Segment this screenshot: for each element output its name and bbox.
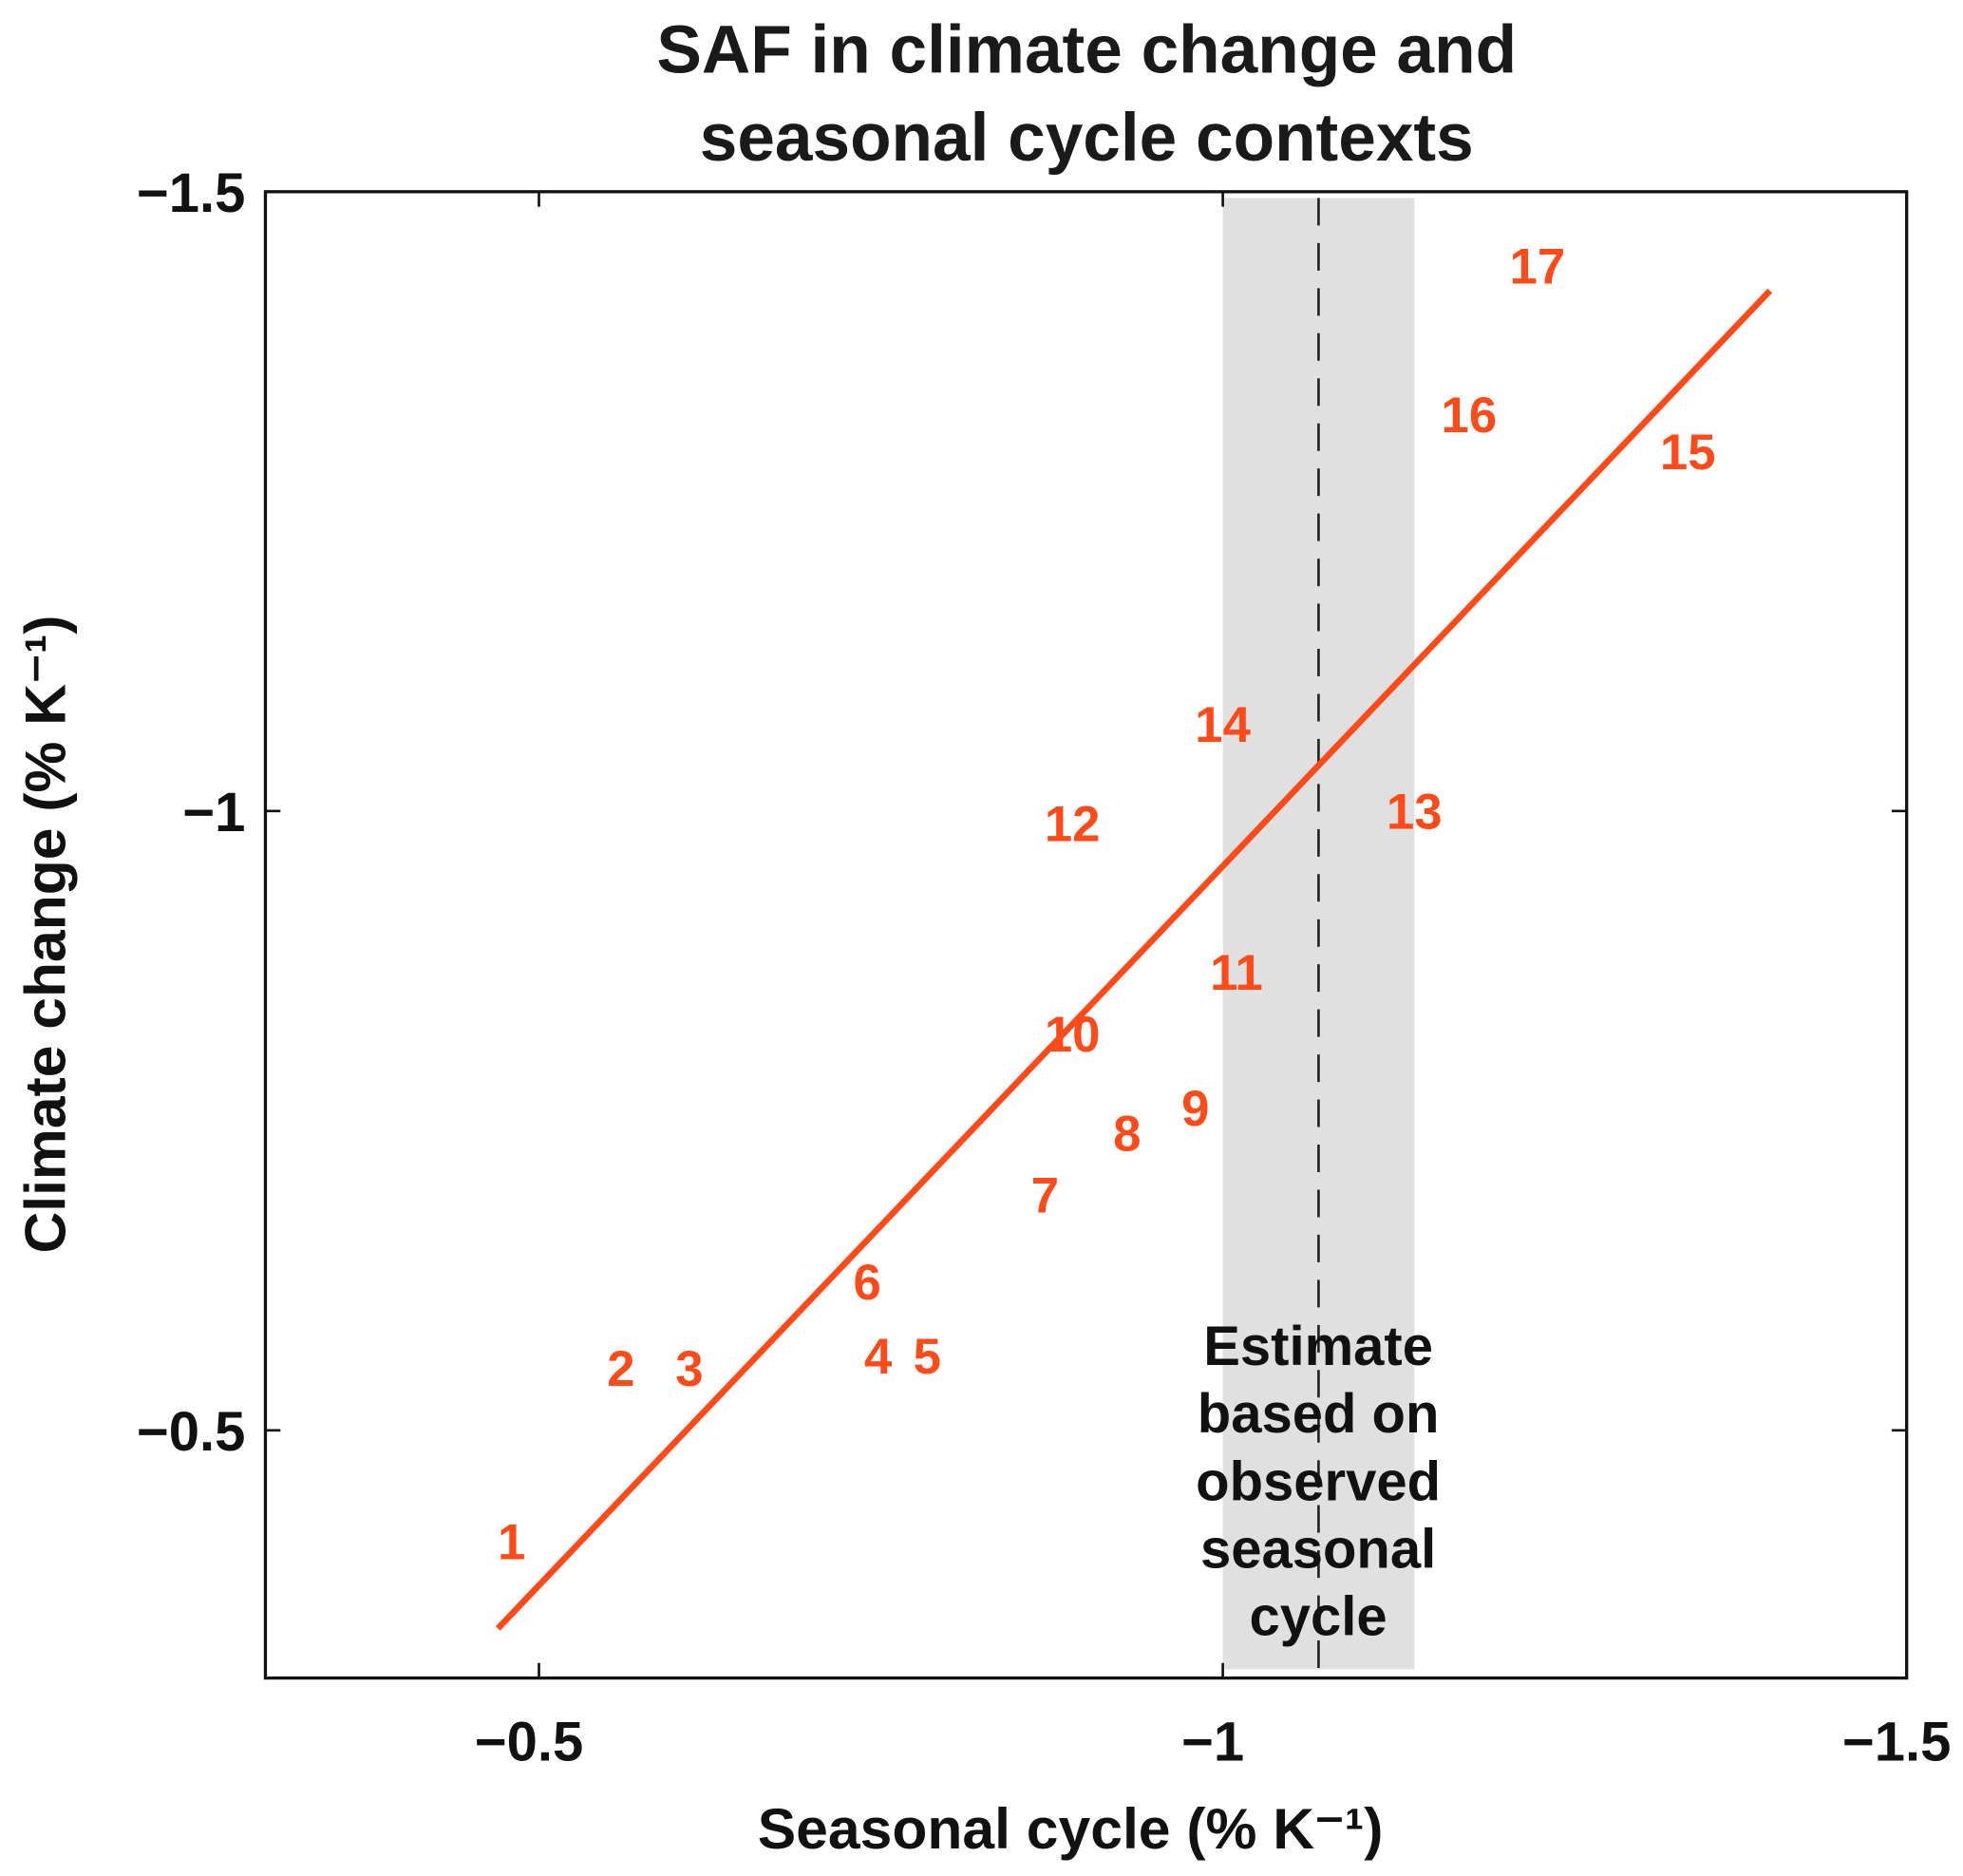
x-tick-label: −1 <box>1181 1712 1244 1773</box>
plot-frame <box>263 190 1909 1680</box>
data-point-17: 17 <box>1510 239 1566 295</box>
data-point-12: 12 <box>1045 796 1101 852</box>
data-point-11: 11 <box>1210 945 1263 1001</box>
data-point-7: 7 <box>1031 1167 1059 1223</box>
estimate-annotation: observed <box>1196 1450 1441 1512</box>
x-axis-label: Seasonal cycle (% K⁻¹) <box>758 1796 1384 1861</box>
estimate-annotation: based on <box>1198 1383 1440 1445</box>
chart-title: SAF in climate change and <box>656 13 1517 88</box>
data-point-3: 3 <box>675 1341 703 1397</box>
y-tick-label: −0.5 <box>137 1401 246 1463</box>
data-point-16: 16 <box>1442 388 1498 444</box>
estimate-annotation: cycle <box>1250 1586 1387 1648</box>
y-tick-label: −1 <box>182 782 245 843</box>
estimate-annotation: Estimate <box>1203 1316 1433 1377</box>
data-point-10: 10 <box>1045 1007 1101 1063</box>
y-axis-label: Climate change (% K⁻¹) <box>13 616 78 1254</box>
data-point-9: 9 <box>1181 1081 1209 1137</box>
fit-line <box>495 288 1773 1631</box>
data-point-4: 4 <box>864 1329 893 1385</box>
chart-title: seasonal cycle contexts <box>700 101 1474 176</box>
data-point-2: 2 <box>607 1341 634 1397</box>
data-point-1: 1 <box>498 1515 525 1571</box>
x-tick-label: −0.5 <box>475 1712 584 1773</box>
y-tick-label: −1.5 <box>137 162 246 224</box>
data-point-13: 13 <box>1387 784 1443 840</box>
data-point-5: 5 <box>914 1329 941 1385</box>
data-point-15: 15 <box>1660 425 1716 481</box>
x-tick-label: −1.5 <box>1842 1712 1952 1773</box>
estimate-annotation: seasonal <box>1200 1519 1436 1581</box>
data-point-14: 14 <box>1195 697 1251 753</box>
data-point-8: 8 <box>1113 1106 1141 1162</box>
data-point-6: 6 <box>853 1255 880 1311</box>
